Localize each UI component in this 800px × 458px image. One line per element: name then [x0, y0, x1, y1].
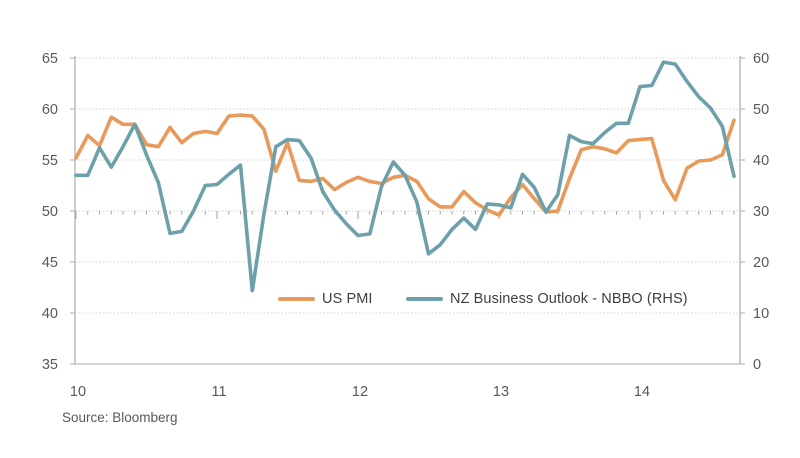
- y-axis-left-label: 50: [42, 204, 58, 220]
- y-axis-left-label: 55: [42, 153, 58, 169]
- us-pmi-line: [74, 113, 736, 217]
- y-axis-right-label: 60: [753, 51, 769, 67]
- source-note: Source: Bloomberg: [62, 410, 178, 425]
- x-axis-label: 11: [211, 384, 226, 400]
- y-axis-right-label: 40: [753, 153, 769, 169]
- y-axis-right-label: 10: [753, 306, 769, 322]
- x-axis-label: 13: [493, 384, 509, 400]
- y-axis-left-label: 35: [42, 357, 58, 373]
- x-axis-label: 14: [634, 384, 650, 400]
- us-pmi-legend-label: US PMI: [322, 291, 373, 307]
- legend-item-us-pmi: US PMI: [278, 291, 373, 307]
- us-pmi-legend-swatch: [278, 296, 315, 302]
- y-axis-right-label: 30: [753, 204, 769, 220]
- y-axis-left-label: 65: [42, 51, 58, 67]
- y-axis-left-label: 60: [42, 102, 58, 118]
- nbbo-legend-label: NZ Business Outlook - NBBO (RHS): [450, 291, 688, 307]
- y-axis-right-label: 0: [753, 357, 761, 373]
- nbbo-legend-swatch: [406, 296, 443, 302]
- y-axis-right-label: 20: [753, 255, 769, 271]
- y-axis-left-label: 45: [42, 255, 58, 271]
- x-axis-label: 10: [70, 384, 86, 400]
- x-axis-label: 12: [352, 384, 368, 400]
- legend-item-nbbo: NZ Business Outlook - NBBO (RHS): [406, 291, 688, 307]
- nbbo-line: [74, 60, 736, 293]
- y-axis-left-label: 40: [42, 306, 58, 322]
- y-axis-right-label: 50: [753, 102, 769, 118]
